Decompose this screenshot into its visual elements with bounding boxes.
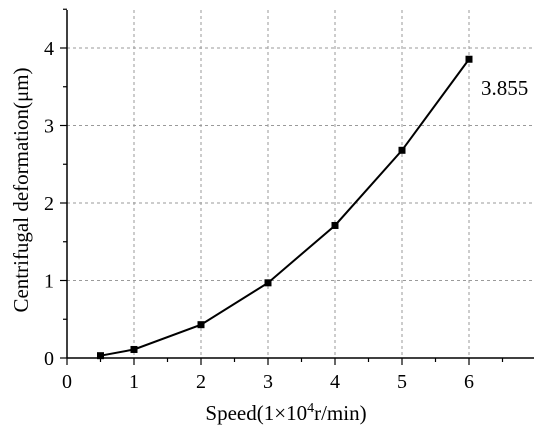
data-point-0-1 [130,345,138,353]
data-point-0-2 [197,321,205,329]
data-point-0-3 [264,279,272,287]
data-label-0: 3.855 [481,76,528,100]
x-axis-title-superscript: 4 [307,401,314,416]
y-tick-label-3: 3 [44,116,54,138]
x-tick-label-6: 6 [464,371,474,393]
data-point-0-6 [465,55,473,63]
y-axis-title: Centrifugal deformation(μm) [9,67,33,312]
x-axis-title-part-1: Speed(1×10 [205,401,307,425]
y-tick-label-2: 2 [44,193,54,215]
x-tick-label-0: 0 [62,371,72,393]
y-tick-label-1: 1 [44,271,54,293]
y-tick-label-0: 0 [44,348,54,370]
x-axis-title: Speed(1×104r/min) [205,401,366,425]
y-tick-label-4: 4 [44,38,54,60]
data-point-0-4 [331,221,339,229]
x-axis-title-part-2: r/min) [314,401,367,425]
series-line-0 [100,58,470,357]
x-tick-label-1: 1 [129,371,139,393]
x-tick-label-3: 3 [263,371,273,393]
axes [66,10,534,359]
grid [67,10,534,358]
data-point-0-0 [97,352,104,360]
data-point-0-5 [398,146,406,154]
ticks: 0 1 2 3 4 5 6 0 1 2 3 4 [44,8,504,393]
x-tick-label-4: 4 [330,371,340,393]
x-tick-label-5: 5 [397,371,407,393]
series [97,55,473,360]
labels: 3.855 [481,76,528,100]
x-tick-label-2: 2 [196,371,206,393]
